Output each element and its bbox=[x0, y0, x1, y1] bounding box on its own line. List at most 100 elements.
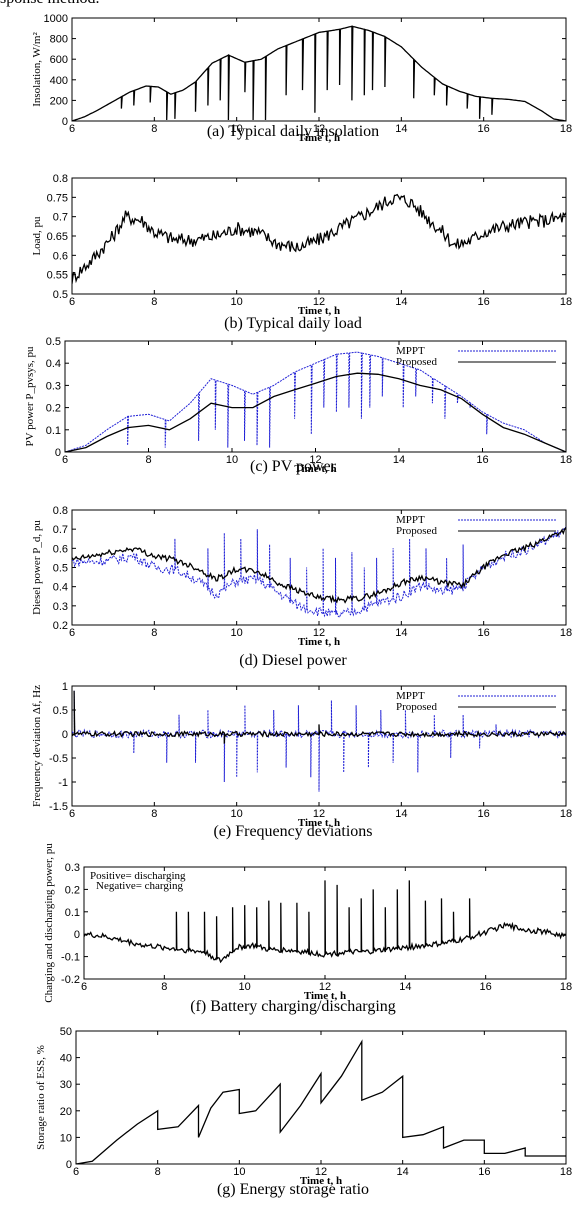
x-tick-label: 18 bbox=[560, 627, 572, 639]
series-line-mppt bbox=[72, 690, 566, 792]
series-line-proposed bbox=[65, 372, 566, 452]
y-tick-label: 0.1 bbox=[46, 425, 61, 437]
y-tick-label: 0.65 bbox=[47, 231, 68, 243]
x-tick-label: 16 bbox=[480, 981, 492, 993]
chart-caption: (f) Battery charging/discharging bbox=[190, 998, 396, 1015]
x-tick-label: 12 bbox=[309, 454, 321, 466]
chart-svg: 6 8 10 12 14 16 18 -1.5 -1 -0.5 0 0.5 1 Time t, h Freq… bbox=[31, 681, 572, 829]
y-axis-label: Frequency deviation Δf, Hz bbox=[31, 685, 43, 807]
chart-caption: (d) Diesel power bbox=[239, 652, 347, 669]
page-header: sponse method. bbox=[0, 0, 100, 8]
x-axis-label: Time t, h bbox=[300, 1175, 342, 1187]
x-tick-label: 8 bbox=[151, 296, 157, 308]
x-tick-label: 14 bbox=[393, 454, 405, 466]
x-tick-label: 8 bbox=[151, 808, 157, 820]
y-tick-label: -0.5 bbox=[49, 753, 68, 765]
y-tick-label: 0.3 bbox=[46, 380, 61, 392]
x-axis-label: Time t, h bbox=[298, 305, 340, 317]
y-tick-label: 0 bbox=[66, 1159, 72, 1171]
x-tick-label: 6 bbox=[69, 808, 75, 820]
x-tick-label: 16 bbox=[476, 454, 488, 466]
y-tick-label: 0.7 bbox=[53, 524, 68, 536]
y-tick-label: 400 bbox=[50, 75, 68, 87]
x-tick-label: 6 bbox=[81, 981, 87, 993]
y-tick-label: 800 bbox=[50, 34, 68, 46]
y-tick-label: 1000 bbox=[44, 13, 68, 25]
y-tick-label: 0.6 bbox=[53, 250, 68, 262]
y-tick-label: 0.3 bbox=[53, 601, 68, 613]
y-tick-label: 0.1 bbox=[65, 907, 80, 919]
x-tick-label: 12 bbox=[319, 981, 331, 993]
chart-caption: (e) Frequency deviations bbox=[213, 823, 373, 840]
x-tick-label: 6 bbox=[69, 123, 75, 135]
x-tick-label: 16 bbox=[478, 808, 490, 820]
y-axis-label: Storage ratio of ESS, % bbox=[35, 1045, 47, 1150]
series-line-proposed bbox=[72, 690, 566, 744]
y-tick-label: 0.5 bbox=[53, 563, 68, 575]
chart-caption: (c) PV power bbox=[250, 458, 336, 475]
legend-label: MPPT bbox=[396, 514, 425, 526]
x-tick-label: 10 bbox=[231, 627, 243, 639]
x-tick-label: 10 bbox=[226, 454, 238, 466]
x-tick-label: 18 bbox=[560, 454, 572, 466]
annotation: Positive= discharging bbox=[90, 870, 186, 882]
x-tick-label: 16 bbox=[478, 627, 490, 639]
chart-svg: 6 8 10 12 14 16 18 0 10 20 30 40 50 Time t, h Storage … bbox=[35, 1026, 572, 1187]
x-tick-label: 12 bbox=[315, 1166, 327, 1178]
y-axis-label: Insolation, W/m² bbox=[31, 32, 43, 107]
chart-svg: 6 8 10 12 14 16 18 0.5 0.55 0.6 0.65 0.7 0.75 0.8 Time… bbox=[31, 173, 572, 317]
y-axis-label: Charging and discharging power, pu bbox=[43, 843, 55, 1003]
x-tick-label: 8 bbox=[155, 1166, 161, 1178]
y-tick-label: 0.55 bbox=[47, 270, 68, 282]
series-line-0 bbox=[84, 880, 566, 964]
y-tick-label: 0.7 bbox=[53, 212, 68, 224]
x-tick-label: 10 bbox=[231, 296, 243, 308]
x-tick-label: 10 bbox=[233, 1166, 245, 1178]
series-line-0 bbox=[72, 193, 566, 284]
x-tick-label: 14 bbox=[397, 1166, 409, 1178]
y-tick-label: 0.8 bbox=[53, 505, 68, 517]
y-axis-label: Load, pu bbox=[31, 216, 43, 256]
y-tick-label: 0.2 bbox=[65, 884, 80, 896]
y-tick-label: 0 bbox=[62, 116, 68, 128]
y-tick-label: 0.8 bbox=[53, 173, 68, 185]
x-tick-label: 8 bbox=[151, 123, 157, 135]
x-tick-label: 8 bbox=[161, 981, 167, 993]
chart-panel-a: 6 8 10 12 14 16 18 0 200 400 600 800 1000 Time t, h In… bbox=[0, 0, 586, 145]
y-tick-label: 0.4 bbox=[46, 358, 61, 370]
y-tick-label: 0.5 bbox=[53, 705, 68, 717]
y-tick-label: 0.75 bbox=[47, 192, 68, 204]
y-tick-label: -1 bbox=[58, 777, 68, 789]
x-axis-label: Time t, h bbox=[298, 636, 340, 648]
y-tick-label: 1 bbox=[62, 681, 68, 693]
y-tick-label: 600 bbox=[50, 54, 68, 66]
x-tick-label: 10 bbox=[231, 808, 243, 820]
x-tick-label: 16 bbox=[478, 123, 490, 135]
x-tick-label: 18 bbox=[560, 296, 572, 308]
y-tick-label: 50 bbox=[60, 1026, 72, 1038]
y-tick-label: 0 bbox=[62, 729, 68, 741]
chart-caption: (b) Typical daily load bbox=[224, 315, 362, 332]
chart-caption: (g) Energy storage ratio bbox=[216, 1181, 370, 1198]
chart-svg: 6 8 10 12 14 16 18 0 0.1 0.2 0.3 0.4 0.5 Time t, h PV … bbox=[24, 336, 572, 475]
series-line-mppt bbox=[65, 351, 566, 452]
chart-svg: 6 8 10 12 14 16 18 -0.2 -0.1 0 0.1 0.2 0.3 Time t, h C… bbox=[43, 843, 572, 1003]
x-tick-label: 14 bbox=[399, 981, 411, 993]
legend-label: Proposed bbox=[396, 356, 437, 368]
chart-panel-g: 6 8 10 12 14 16 18 0 10 20 30 40 50 Time t, h Storage … bbox=[0, 1023, 586, 1203]
y-tick-label: 0.5 bbox=[53, 289, 68, 301]
y-tick-label: 10 bbox=[60, 1132, 72, 1144]
x-tick-label: 18 bbox=[560, 808, 572, 820]
y-axis-label: PV power P_pvsys, pu bbox=[24, 346, 36, 447]
x-axis-label: Time t, h bbox=[294, 463, 336, 475]
y-tick-label: 0 bbox=[55, 447, 61, 459]
legend-label: MPPT bbox=[396, 690, 425, 702]
x-tick-label: 10 bbox=[239, 981, 251, 993]
chart-panel-e: 6 8 10 12 14 16 18 -1.5 -1 -0.5 0 0.5 1 Time t, h Freq… bbox=[0, 676, 586, 845]
legend-label: Proposed bbox=[396, 701, 437, 713]
chart-svg: 6 8 10 12 14 16 18 0 200 400 600 800 1000 Time t, h In… bbox=[31, 13, 572, 144]
plot-frame bbox=[71, 177, 567, 295]
y-tick-label: 0.6 bbox=[53, 543, 68, 555]
x-tick-label: 12 bbox=[313, 123, 325, 135]
